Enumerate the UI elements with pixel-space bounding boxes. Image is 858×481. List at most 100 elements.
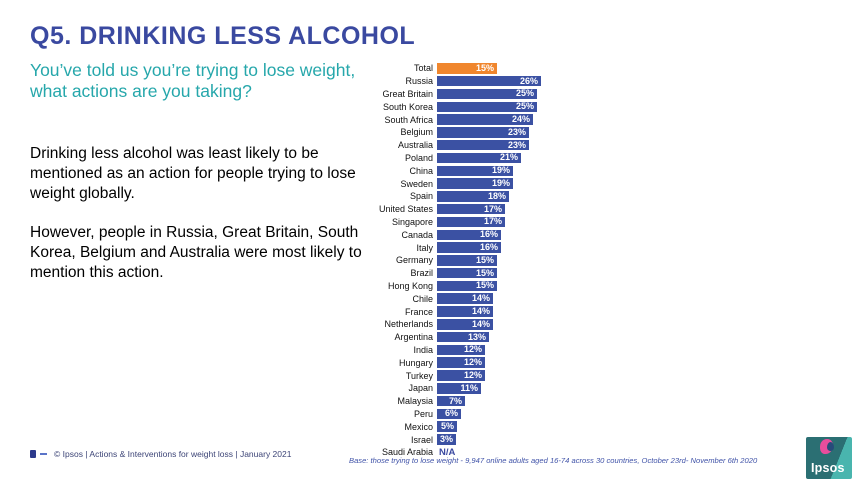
bar-value-label: 17%: [483, 216, 502, 227]
chart-row: Belgium 23%: [300, 126, 720, 139]
bar-area: 15%: [433, 255, 720, 266]
bar: 19%: [437, 178, 513, 189]
bar: 16%: [437, 242, 501, 253]
bar: 14%: [437, 306, 493, 317]
category-label: Brazil: [410, 268, 433, 279]
ipsos-figure-notch: [827, 442, 834, 451]
bar: 12%: [437, 357, 485, 368]
chart-row: India 12%: [300, 344, 720, 357]
bar-value-label: 14%: [471, 318, 490, 329]
category-label: Great Britain: [382, 88, 433, 99]
chart-row: Australia 23%: [300, 139, 720, 152]
bar: 25%: [437, 88, 537, 100]
bar: 14%: [437, 319, 493, 330]
bar-area: 12%: [433, 357, 720, 368]
bar-area: 25%: [433, 88, 720, 100]
bar: 15%: [437, 267, 497, 279]
bar: 19%: [437, 165, 513, 177]
bar-value-label: 24%: [511, 114, 530, 125]
bar-area: 19%: [433, 178, 720, 189]
category-label: Turkey: [405, 370, 433, 381]
bar-value-label: 16%: [479, 242, 498, 253]
bar: 11%: [437, 383, 481, 394]
bar: 3%: [437, 434, 457, 445]
bar-area: 25%: [433, 101, 720, 113]
bar: 12%: [437, 344, 485, 356]
category-label: Italy: [416, 242, 433, 253]
ipsos-figure-icon: [820, 439, 837, 456]
category-label: India: [413, 344, 433, 355]
chart-rows: Total 15% Russia 26% Great Britain 25% S…: [300, 62, 720, 459]
chart-row: Sweden 19%: [300, 177, 720, 190]
bar-area: 26%: [433, 75, 720, 87]
bar-value-label: 6%: [444, 408, 458, 419]
category-label: France: [404, 306, 433, 317]
bar-value-label: 17%: [483, 203, 502, 214]
chart-row: Russia 26%: [300, 75, 720, 88]
bar: 24%: [437, 114, 533, 125]
bar-area: 6%: [433, 408, 720, 420]
category-label: Total: [413, 63, 433, 74]
chart-row: Mexico 5%: [300, 420, 720, 433]
category-label: China: [409, 165, 433, 176]
chart-row: South Korea 25%: [300, 100, 720, 113]
bar-value-label: 5%: [440, 421, 454, 432]
bar-area: 15%: [433, 280, 720, 292]
category-label: Poland: [404, 152, 433, 163]
bar: N/A: [437, 447, 458, 458]
bar-value-label: 12%: [463, 357, 482, 368]
bar-value-label: 15%: [475, 62, 494, 73]
bar-area: 14%: [433, 306, 720, 317]
bar-area: 17%: [433, 216, 720, 228]
category-label: Mexico: [404, 421, 433, 432]
bar-value-label: 25%: [515, 88, 534, 99]
bar-value-label: 12%: [463, 344, 482, 355]
bar: 13%: [437, 331, 489, 343]
chart-row: Argentina 13%: [300, 331, 720, 344]
bar-area: 13%: [433, 331, 720, 343]
chart-row: Singapore 17%: [300, 216, 720, 229]
category-label: Hungary: [398, 357, 433, 368]
bar-value-label: 3%: [440, 434, 454, 444]
chart-row: Turkey 12%: [300, 369, 720, 382]
bar-value-label: 26%: [519, 75, 538, 86]
bar: 21%: [437, 152, 521, 164]
bar-value-label: 12%: [463, 370, 482, 381]
bar: 18%: [437, 191, 509, 202]
category-label: Israel: [410, 434, 433, 445]
bar-value-label: N/A: [439, 446, 456, 458]
chart-row: Malaysia 7%: [300, 395, 720, 408]
chart-row: Israel 3%: [300, 433, 720, 446]
category-label: Singapore: [391, 216, 433, 227]
bar-area: 23%: [433, 139, 720, 151]
slide-marker-dash-icon: [40, 453, 47, 455]
bar: 16%: [437, 229, 501, 240]
chart-row: Canada 16%: [300, 228, 720, 241]
bar: 25%: [437, 101, 537, 113]
bar: 26%: [437, 75, 541, 87]
category-label: South Africa: [384, 114, 433, 125]
bar-area: 18%: [433, 191, 720, 202]
bar-area: 17%: [433, 203, 720, 215]
commentary-text: Drinking less alcohol was least likely t…: [30, 144, 370, 303]
bar-value-label: 15%: [475, 267, 494, 278]
category-label: Belgium: [400, 127, 433, 138]
bar: 23%: [437, 127, 529, 138]
footer-copyright: © Ipsos | Actions & Interventions for we…: [54, 449, 292, 459]
bar-value-label: 21%: [499, 152, 518, 163]
bar-area: 7%: [433, 395, 720, 407]
bar-area: 12%: [433, 370, 720, 381]
bar-value-label: 15%: [475, 280, 494, 291]
bar-value-label: 19%: [491, 178, 510, 189]
chart-row: Japan 11%: [300, 382, 720, 395]
chart-row: Great Britain 25%: [300, 88, 720, 101]
bar-chart: Total 15% Russia 26% Great Britain 25% S…: [300, 62, 720, 459]
bar-value-label: 18%: [487, 190, 506, 201]
category-label: Argentina: [394, 332, 433, 343]
bar-value-label: 13%: [467, 331, 486, 342]
bar-area: 21%: [433, 152, 720, 164]
chart-row: Chile 14%: [300, 292, 720, 305]
chart-row: Hungary 12%: [300, 356, 720, 369]
chart-row: Brazil 15%: [300, 267, 720, 280]
